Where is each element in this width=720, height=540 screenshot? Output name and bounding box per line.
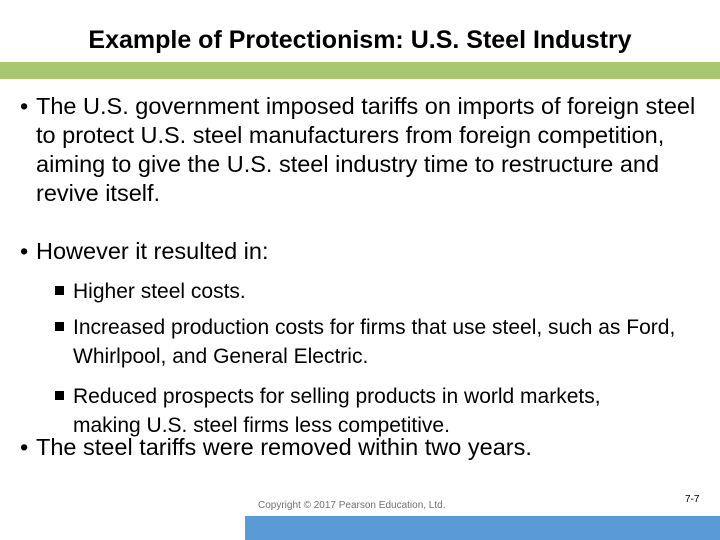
bullet-item: • However it resulted in: [20,237,710,266]
sub-bullet-item: Higher steel costs. [55,277,705,306]
slide-number: 7-7 [685,494,700,505]
sub-bullet-item: Reduced prospects for selling products i… [55,382,705,440]
copyright-notice: Copyright © 2017 Pearson Education, Ltd. [258,500,446,511]
bullet-dot-icon: • [20,93,29,119]
title-accent-bar [0,62,720,79]
bullet-text: However it resulted in: [36,238,269,264]
bullet-dot-icon: • [20,434,29,460]
sub-bullet-item: Increased production costs for firms tha… [55,313,705,371]
square-bullet-icon [55,322,64,331]
square-bullet-icon [55,286,64,295]
slide-title: Example of Protectionism: U.S. Steel Ind… [88,26,632,54]
sub-bullet-text: Higher steel costs. [73,280,246,303]
bullet-item: • The steel tariffs were removed within … [20,433,710,462]
bullet-text: The U.S. government imposed tariffs on i… [36,93,696,206]
bullet-text: The steel tariffs were removed within tw… [36,434,532,460]
footer-accent-bar [245,516,720,540]
bullet-item: • The U.S. government imposed tariffs on… [20,92,710,208]
bullet-dot-icon: • [20,238,29,264]
sub-bullet-text: Increased production costs for firms tha… [73,316,676,368]
square-bullet-icon [55,391,64,400]
sub-bullet-text: Reduced prospects for selling products i… [73,385,601,437]
